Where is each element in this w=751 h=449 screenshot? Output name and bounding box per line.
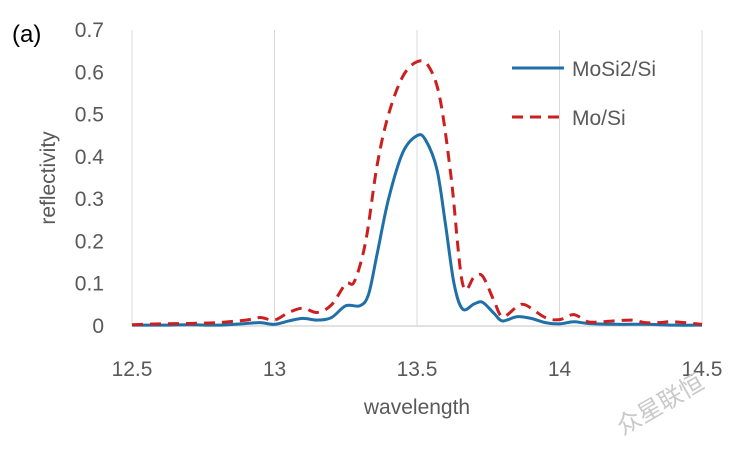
y-tick-label: 0.5 [75,104,104,127]
x-tick-label: 14.5 [682,358,723,381]
x-tick-labels: 12.5 13 13.5 14 14.5 [112,358,723,381]
x-axis-title: wavelength [363,396,470,419]
legend-label-mosi2-si: MoSi2/Si [572,58,656,81]
series-line-mosi2-si [131,133,703,327]
y-tick-labels: 0 0.1 0.2 0.3 0.4 0.5 0.6 0.7 [75,19,105,338]
y-tick-label: 0.3 [75,188,104,211]
x-tick-label: 13.5 [397,358,438,381]
y-tick-label: 0.1 [75,273,104,296]
series-line-mo-si [131,59,703,327]
series-lines [131,59,703,327]
x-tick-label: 12.5 [112,358,153,381]
x-tick-label: 13 [263,358,286,381]
legend: MoSi2/Si Mo/Si [512,58,656,130]
y-tick-label: 0.7 [75,19,104,42]
y-tick-label: 0.4 [75,146,105,169]
y-axis-title: reflectivity [37,131,60,225]
watermark: 众星联恒 [612,368,709,440]
y-tick-label: 0 [92,315,104,338]
legend-label-mo-si: Mo/Si [572,107,626,130]
y-tick-label: 0.6 [75,61,104,84]
x-tick-label: 14 [548,358,572,381]
y-tick-label: 0.2 [75,230,104,253]
grid [131,30,703,326]
panel-label: (a) [12,21,41,48]
